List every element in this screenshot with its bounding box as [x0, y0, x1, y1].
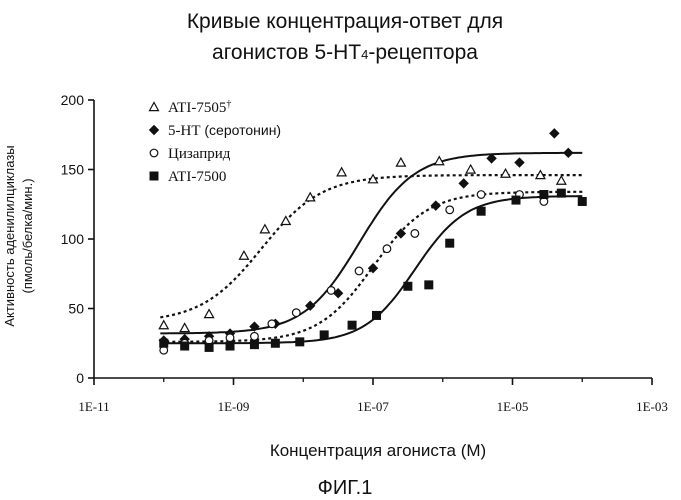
- data-point-cisapride: [327, 287, 335, 295]
- data-point-ati7500: [557, 189, 566, 198]
- data-point-ati7505: [205, 310, 214, 318]
- chart-title-line-2: агонистов 5-HT4-рецептора: [212, 41, 478, 64]
- data-point-ati7500: [372, 311, 381, 320]
- data-point-ati7500: [445, 239, 454, 248]
- data-point-ati7505: [501, 169, 510, 177]
- data-point-serotonin: [431, 201, 440, 210]
- legend-marker-cisapride: [150, 149, 158, 157]
- x-axis-label: Концентрация агониста (М): [270, 441, 486, 460]
- data-point-serotonin: [396, 229, 405, 238]
- data-point-ati7500: [320, 330, 329, 339]
- chart-title-suffix: -рецептора: [368, 41, 478, 64]
- data-point-ati7505: [337, 168, 346, 176]
- chart-title-line-1: Кривые концентрация-ответ для: [187, 10, 503, 33]
- chart-figure: Кривые концентрация-ответ для агонистов …: [0, 0, 681, 500]
- data-point-cisapride: [383, 245, 391, 253]
- x-tick-label-4: 1E-03: [636, 399, 668, 414]
- legend-marker-serotonin: [150, 126, 159, 135]
- legend-label-ati7500: ATI-7500: [168, 169, 226, 185]
- x-tick-label-0: 1E-11: [78, 399, 109, 414]
- y-tick-label-0: 0: [76, 370, 84, 386]
- data-point-ati7505: [557, 176, 566, 184]
- data-point-cisapride: [251, 332, 259, 340]
- data-point-ati7500: [511, 196, 520, 205]
- data-point-ati7500: [424, 280, 433, 289]
- data-point-ati7500: [403, 282, 412, 291]
- data-point-cisapride: [355, 267, 363, 275]
- data-point-cisapride: [446, 206, 454, 214]
- chart-title-prefix: агонистов 5-HT: [212, 41, 361, 64]
- data-point-ati7505: [466, 165, 475, 173]
- figure-label: ФИГ.1: [318, 477, 373, 499]
- legend-label-ati7505: ATI-7505†: [168, 99, 231, 116]
- legend-marker-ati7500: [150, 172, 159, 181]
- data-point-cisapride: [268, 320, 276, 328]
- data-point-ati7500: [205, 343, 214, 352]
- y-axis-label-line-2: (пмоль/белка/мин.): [20, 178, 35, 293]
- data-point-ati7505: [396, 158, 405, 166]
- data-point-ati7505: [260, 225, 269, 233]
- data-point-ati7500: [226, 342, 235, 351]
- data-point-cisapride: [411, 230, 419, 238]
- x-tick-label-1: 1E-09: [218, 399, 250, 414]
- legend-marker-ati7505: [150, 103, 159, 111]
- y-axis-label-line-1: Активность аденилилциклазы: [2, 145, 17, 326]
- data-point-cisapride: [477, 191, 485, 199]
- x-tick-label-2: 1E-07: [357, 399, 389, 414]
- y-tick-label-4: 200: [61, 92, 85, 108]
- data-point-ati7500: [250, 340, 259, 349]
- y-tick-label-3: 150: [61, 162, 85, 178]
- legend-label-cisapride: Цизаприд: [168, 146, 231, 162]
- data-point-ati7505: [159, 321, 168, 329]
- data-point-serotonin: [515, 158, 524, 167]
- data-point-cisapride: [226, 334, 234, 342]
- y-tick-label-1: 50: [68, 301, 84, 317]
- data-point-serotonin: [550, 129, 559, 138]
- data-point-ati7500: [578, 197, 587, 206]
- data-point-ati7500: [180, 342, 189, 351]
- data-point-ati7500: [271, 339, 280, 348]
- chart-title-subscript: 4: [361, 47, 368, 62]
- data-point-serotonin: [459, 179, 468, 188]
- data-point-ati7505: [239, 251, 248, 259]
- data-point-cisapride: [292, 309, 300, 317]
- data-point-ati7500: [348, 321, 357, 330]
- data-point-ati7500: [295, 337, 304, 346]
- data-point-ati7505: [180, 323, 189, 331]
- data-point-ati7500: [477, 207, 486, 216]
- y-tick-label-2: 100: [61, 231, 85, 247]
- legend-label-serotonin: 5-HT (серотонин): [168, 122, 281, 139]
- data-point-serotonin: [564, 148, 573, 157]
- data-point-ati7500: [539, 190, 548, 199]
- data-point-ati7505: [281, 216, 290, 224]
- x-tick-label-3: 1E-05: [497, 399, 529, 414]
- plot-area: 0 50 100 150 200 1E-11 1E-09 1E-07 1E-05 1E-03 ATI…: [61, 92, 668, 414]
- data-point-ati7500: [159, 339, 168, 348]
